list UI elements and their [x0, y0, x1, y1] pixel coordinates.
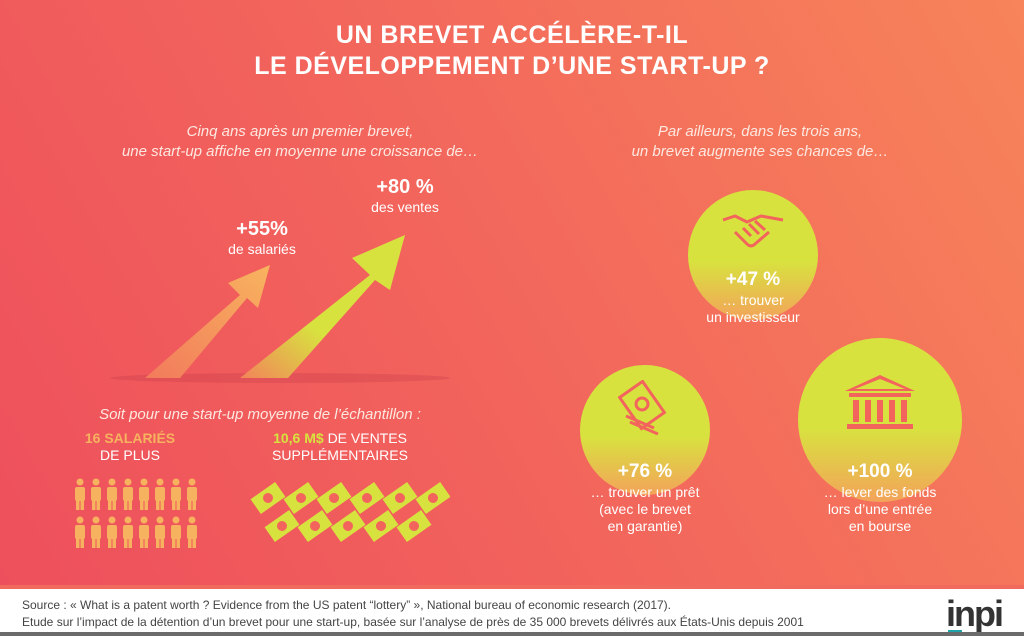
investor-value: +47 %: [653, 268, 853, 292]
ipo-l1: … lever des fonds: [780, 484, 980, 501]
stat-sales: +80 % des ventes: [355, 176, 455, 216]
person-icon: [107, 479, 117, 511]
person-icon: [187, 517, 197, 549]
stat-employees-label: de salariés: [212, 241, 312, 258]
sales-highlight: 10,6 M$: [273, 430, 324, 446]
title-line-2: LE DÉVELOPPEMENT D’UNE START-UP ?: [0, 51, 1024, 82]
investor-l1: … trouver: [653, 292, 853, 309]
person-icon: [75, 479, 85, 511]
sales-rest-2: SUPPLÉMENTAIRES: [250, 447, 430, 464]
right-intro-2: un brevet augmente ses chances de…: [560, 142, 960, 162]
source-line: Source : « What is a patent worth ? Evid…: [22, 597, 804, 614]
employees-rest: DE PLUS: [60, 447, 200, 464]
ipo-stat: +100 % … lever des fonds lors d’une entr…: [780, 460, 980, 535]
ipo-value: +100 %: [780, 460, 980, 484]
person-icon: [171, 479, 181, 511]
banknote-icon: [397, 510, 432, 542]
person-icon: [123, 479, 133, 511]
page-title: UN BREVET ACCÉLÈRE-T-IL LE DÉVELOPPEMENT…: [0, 20, 1024, 82]
banknote-icon: [284, 482, 319, 514]
person-icon: [75, 517, 85, 549]
left-intro-2: une start-up affiche en moyenne une croi…: [100, 142, 500, 162]
money-icon: [618, 380, 676, 438]
employees-summary: 16 SALARIÉS DE PLUS: [60, 430, 200, 464]
ipo-l3: en bourse: [780, 518, 980, 535]
loan-l1: … trouver un prêt: [545, 484, 745, 501]
person-icon: [187, 479, 197, 511]
source-text: Source : « What is a patent worth ? Evid…: [22, 597, 804, 631]
banknote-icon: [331, 510, 366, 542]
sales-summary: 10,6 M$ DE VENTES SUPPLÉMENTAIRES: [250, 430, 430, 464]
investor-stat: +47 % … trouver un investisseur: [653, 268, 853, 326]
bank-icon: [843, 373, 917, 433]
banknote-icon: [298, 510, 333, 542]
person-icon: [107, 517, 117, 549]
banknote-icons: [250, 482, 450, 552]
person-icon: [91, 517, 101, 549]
banknote-icon: [317, 482, 352, 514]
person-icon: [91, 479, 101, 511]
stat-sales-label: des ventes: [355, 199, 455, 216]
person-icon: [155, 479, 165, 511]
right-intro: Par ailleurs, dans les trois ans, un bre…: [560, 122, 960, 162]
banknote-icon: [350, 482, 385, 514]
logo-text: inpi: [946, 593, 1002, 634]
banknote-icon: [383, 482, 418, 514]
people-icons: [72, 478, 202, 550]
footer: Source : « What is a patent worth ? Evid…: [0, 585, 1024, 632]
stat-sales-value: +80 %: [355, 176, 455, 199]
inpi-logo: inpi: [946, 593, 1002, 635]
person-icon: [123, 517, 133, 549]
handshake-icon: [721, 208, 785, 252]
investor-l2: un investisseur: [653, 309, 853, 326]
stat-employees: +55% de salariés: [212, 218, 312, 258]
employees-highlight: 16 SALARIÉS: [60, 430, 200, 447]
loan-stat: +76 % … trouver un prêt (avec le brevet …: [545, 460, 745, 535]
loan-l2: (avec le brevet: [545, 501, 745, 518]
sales-rest-1: DE VENTES: [328, 430, 407, 446]
left-intro: Cinq ans après un premier brevet, une st…: [100, 122, 500, 162]
person-icon: [139, 517, 149, 549]
person-icon: [171, 517, 181, 549]
left-intro-1: Cinq ans après un premier brevet,: [100, 122, 500, 142]
loan-value: +76 %: [545, 460, 745, 484]
infographic: UN BREVET ACCÉLÈRE-T-IL LE DÉVELOPPEMENT…: [0, 0, 1024, 585]
banknote-icon: [265, 510, 300, 542]
ipo-l2: lors d’une entrée: [780, 501, 980, 518]
loan-l3: en garantie): [545, 518, 745, 535]
person-icon: [155, 517, 165, 549]
stat-employees-value: +55%: [212, 218, 312, 241]
banknote-icon: [364, 510, 399, 542]
right-intro-1: Par ailleurs, dans les trois ans,: [560, 122, 960, 142]
arrow-employees: [145, 265, 270, 378]
sample-text: Soit pour une start-up moyenne de l’écha…: [60, 405, 460, 425]
title-line-1: UN BREVET ACCÉLÈRE-T-IL: [0, 20, 1024, 51]
banknote-icon: [251, 482, 286, 514]
banknote-icon: [416, 482, 450, 514]
person-icon: [139, 479, 149, 511]
study-line: Etude sur l’impact de la détention d’un …: [22, 614, 804, 631]
bottom-bar: [0, 632, 1024, 636]
